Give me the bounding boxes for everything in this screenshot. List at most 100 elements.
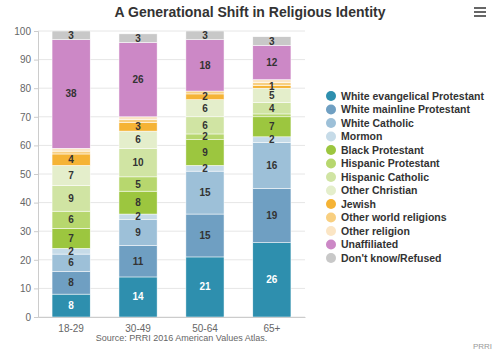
legend-swatch[interactable]: [326, 186, 336, 196]
legend-label[interactable]: Hispanic Catholic: [341, 171, 429, 183]
legend-label[interactable]: Other religion: [341, 225, 410, 237]
y-tick-mark: [34, 203, 38, 204]
bar-segment[interactable]: [119, 177, 157, 191]
y-tick: 60: [20, 140, 38, 151]
legend-item[interactable]: Other religion: [326, 225, 410, 237]
legend-item[interactable]: Hispanic Catholic: [326, 171, 429, 183]
bar-segment[interactable]: [52, 185, 90, 211]
legend-item[interactable]: Other world religions: [326, 211, 447, 223]
menu-icon-bar[interactable]: [474, 15, 486, 17]
legend-swatch[interactable]: [326, 199, 336, 209]
legend-item[interactable]: Hispanic Protestant: [326, 157, 440, 169]
bar-segment[interactable]: [52, 271, 90, 294]
legend-item[interactable]: Other Christian: [326, 184, 417, 196]
bar-segment[interactable]: [119, 131, 157, 148]
bar-segment[interactable]: [186, 140, 224, 166]
y-tick-mark: [34, 260, 38, 261]
legend-label[interactable]: Other world religions: [341, 211, 447, 223]
legend-swatch[interactable]: [326, 145, 336, 155]
legend-label[interactable]: Hispanic Protestant: [341, 157, 440, 169]
legend-item[interactable]: Unaffiliated: [326, 238, 398, 250]
menu-icon[interactable]: [474, 7, 486, 17]
bar-segment[interactable]: [52, 165, 90, 185]
legend-swatch[interactable]: [326, 172, 336, 182]
bar-segment[interactable]: [186, 257, 224, 317]
bar-segment[interactable]: [253, 45, 291, 79]
y-tick: 70: [20, 112, 38, 123]
data-label: 16: [266, 160, 278, 171]
legend-label[interactable]: Don't know/Refused: [341, 252, 442, 264]
menu-icon-bar[interactable]: [474, 11, 486, 13]
data-label: 2: [68, 246, 74, 257]
legend-item[interactable]: Mormon: [326, 130, 382, 142]
bar-segment[interactable]: [52, 211, 90, 228]
bar-segment[interactable]: [253, 103, 291, 114]
legend-swatch[interactable]: [326, 240, 336, 250]
x-tick-label: 18-29: [58, 323, 84, 334]
bar-segment[interactable]: [52, 40, 90, 149]
legend-swatch[interactable]: [326, 132, 336, 142]
legend-swatch[interactable]: [326, 159, 336, 169]
bar-segment[interactable]: [119, 277, 157, 317]
credit[interactable]: PRRI: [473, 342, 492, 351]
data-label: 6: [202, 120, 208, 131]
data-label: 7: [269, 121, 275, 132]
y-tick-mark: [34, 317, 38, 318]
data-label: 9: [68, 193, 74, 204]
legend-label[interactable]: White evangelical Protestant: [341, 90, 484, 102]
legend-label[interactable]: White Catholic: [341, 117, 414, 129]
data-label: 9: [135, 227, 141, 238]
bar-segment[interactable]: [52, 148, 90, 151]
legend-item[interactable]: White mainline Protestant: [326, 103, 470, 115]
data-label: 19: [266, 210, 278, 221]
bar-segment[interactable]: [186, 40, 224, 91]
bar-segment[interactable]: [119, 42, 157, 116]
legend-swatch[interactable]: [326, 253, 336, 263]
data-label: 4: [269, 103, 275, 114]
legend-item[interactable]: Black Protestant: [326, 144, 424, 156]
source-note: Source: PRRI 2016 American Values Atlas.: [96, 333, 267, 343]
bar-segment[interactable]: [119, 246, 157, 277]
bar-segment[interactable]: [119, 220, 157, 246]
y-tick-label: 40: [20, 197, 32, 208]
y-tick-mark: [34, 88, 38, 89]
bar-segment[interactable]: [119, 117, 157, 120]
bar-segment[interactable]: [253, 143, 291, 189]
series: [52, 31, 291, 45]
menu-icon-bar[interactable]: [474, 7, 486, 9]
legend-label[interactable]: Unaffiliated: [341, 238, 398, 250]
legend-label[interactable]: Other Christian: [341, 184, 417, 196]
legend-label[interactable]: Black Protestant: [341, 144, 424, 156]
legend-item[interactable]: White evangelical Protestant: [326, 90, 484, 102]
data-label: 8: [68, 277, 74, 288]
legend-swatch[interactable]: [326, 91, 336, 101]
legend-item[interactable]: Don't know/Refused: [326, 252, 442, 264]
legend-swatch[interactable]: [326, 213, 336, 223]
bar-segment[interactable]: [52, 154, 90, 165]
bar-segment[interactable]: [186, 214, 224, 257]
legend-swatch[interactable]: [326, 226, 336, 236]
data-label: 12: [266, 57, 278, 68]
bar-segment[interactable]: [119, 148, 157, 177]
y-tick-label: 100: [14, 26, 31, 37]
grid: [38, 31, 305, 317]
legend-item[interactable]: White Catholic: [326, 117, 414, 129]
legend-label[interactable]: White mainline Protestant: [341, 103, 470, 115]
data-label: 6: [68, 214, 74, 225]
legend-label[interactable]: Jewish: [341, 198, 376, 210]
bar-segment[interactable]: [253, 114, 291, 117]
legend-item[interactable]: Jewish: [326, 198, 376, 210]
bar-segment[interactable]: [253, 243, 291, 317]
bar-segment[interactable]: [52, 294, 90, 317]
bar-segment[interactable]: [186, 171, 224, 214]
legend-label[interactable]: Mormon: [341, 130, 382, 142]
data-label: 10: [132, 157, 144, 168]
legend-swatch[interactable]: [326, 105, 336, 115]
data-label: 2: [202, 163, 208, 174]
series: [52, 143, 291, 272]
data-label: 14: [132, 291, 144, 302]
legend-swatch[interactable]: [326, 118, 336, 128]
bar-segment[interactable]: [253, 188, 291, 242]
series: [52, 243, 291, 317]
y-tick-label: 60: [20, 140, 32, 151]
